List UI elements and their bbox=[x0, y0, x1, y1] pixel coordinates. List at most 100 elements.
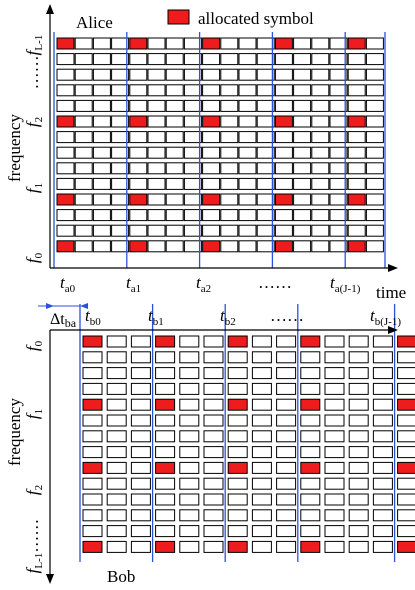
alice-frequency-label: f0 bbox=[23, 252, 45, 263]
empty-symbol-cell bbox=[165, 240, 184, 253]
empty-symbol-cell bbox=[92, 37, 111, 50]
empty-symbol-cell bbox=[130, 525, 151, 538]
empty-symbol-cell bbox=[324, 461, 345, 474]
empty-symbol-cell bbox=[147, 84, 166, 97]
empty-symbol-cell bbox=[203, 414, 224, 427]
empty-symbol-cell bbox=[311, 177, 330, 190]
empty-symbol-cell bbox=[293, 53, 312, 66]
empty-symbol-cell bbox=[179, 477, 200, 490]
bob-frequency-label: f1 bbox=[23, 409, 45, 419]
empty-symbol-cell bbox=[56, 68, 75, 81]
empty-symbol-cell bbox=[274, 224, 293, 237]
empty-symbol-cell bbox=[365, 115, 384, 128]
legend: allocated symbol bbox=[167, 9, 314, 28]
empty-symbol-cell bbox=[92, 68, 111, 81]
empty-symbol-cell bbox=[227, 509, 248, 522]
alice-panel: Alice frequency f0 f1 f2 ……fL-1 ta0 ta1 ta2 ……… bbox=[5, 4, 406, 302]
empty-symbol-cell bbox=[183, 84, 202, 97]
empty-symbol-cell bbox=[238, 162, 257, 175]
bob-grid bbox=[82, 335, 415, 553]
empty-symbol-cell bbox=[238, 146, 257, 159]
empty-symbol-cell bbox=[348, 367, 369, 380]
empty-symbol-cell bbox=[365, 224, 384, 237]
empty-symbol-cell bbox=[276, 446, 297, 459]
allocated-symbol-cell bbox=[155, 335, 176, 348]
empty-symbol-cell bbox=[397, 367, 415, 380]
empty-symbol-cell bbox=[251, 446, 272, 459]
empty-symbol-cell bbox=[111, 240, 130, 253]
empty-symbol-cell bbox=[347, 99, 366, 112]
empty-symbol-cell bbox=[251, 493, 272, 506]
alice-y-axis-arrow bbox=[46, 4, 54, 14]
empty-symbol-cell bbox=[165, 177, 184, 190]
empty-symbol-cell bbox=[92, 224, 111, 237]
empty-symbol-cell bbox=[165, 115, 184, 128]
empty-symbol-cell bbox=[183, 99, 202, 112]
empty-symbol-cell bbox=[56, 177, 75, 190]
empty-symbol-cell bbox=[106, 335, 127, 348]
empty-symbol-cell bbox=[183, 146, 202, 159]
empty-symbol-cell bbox=[311, 224, 330, 237]
empty-symbol-cell bbox=[329, 53, 348, 66]
empty-symbol-cell bbox=[82, 351, 103, 364]
empty-symbol-cell bbox=[155, 509, 176, 522]
empty-symbol-cell bbox=[203, 398, 224, 411]
empty-symbol-cell bbox=[372, 351, 393, 364]
empty-symbol-cell bbox=[347, 131, 366, 144]
empty-symbol-cell bbox=[329, 68, 348, 81]
empty-symbol-cell bbox=[274, 209, 293, 222]
empty-symbol-cell bbox=[372, 335, 393, 348]
empty-symbol-cell bbox=[74, 53, 93, 66]
empty-symbol-cell bbox=[111, 209, 130, 222]
allocated-symbol-cell bbox=[274, 240, 293, 253]
empty-symbol-cell bbox=[365, 68, 384, 81]
empty-symbol-cell bbox=[92, 193, 111, 206]
empty-symbol-cell bbox=[348, 461, 369, 474]
empty-symbol-cell bbox=[165, 193, 184, 206]
empty-symbol-cell bbox=[348, 493, 369, 506]
empty-symbol-cell bbox=[130, 477, 151, 490]
alice-frequency-label: ……fL-1 bbox=[23, 35, 45, 90]
empty-symbol-cell bbox=[106, 477, 127, 490]
empty-symbol-cell bbox=[347, 209, 366, 222]
allocated-symbol-cell bbox=[56, 37, 75, 50]
empty-symbol-cell bbox=[111, 99, 130, 112]
bob-name: Bob bbox=[107, 567, 135, 586]
empty-symbol-cell bbox=[111, 68, 130, 81]
empty-symbol-cell bbox=[74, 84, 93, 97]
allocated-symbol-cell bbox=[202, 240, 221, 253]
bob-frequency-label: f2 bbox=[23, 485, 45, 495]
empty-symbol-cell bbox=[293, 240, 312, 253]
empty-symbol-cell bbox=[111, 162, 130, 175]
empty-symbol-cell bbox=[203, 477, 224, 490]
empty-symbol-cell bbox=[311, 53, 330, 66]
alice-time-label: ta0 bbox=[60, 273, 76, 295]
allocated-symbol-cell bbox=[397, 461, 415, 474]
bob-frequency-labels: f0 f1 f2 fL-1…… bbox=[23, 340, 45, 573]
empty-symbol-cell bbox=[372, 477, 393, 490]
empty-symbol-cell bbox=[165, 37, 184, 50]
empty-symbol-cell bbox=[129, 99, 148, 112]
empty-symbol-cell bbox=[274, 84, 293, 97]
empty-symbol-cell bbox=[130, 461, 151, 474]
empty-symbol-cell bbox=[256, 162, 275, 175]
empty-symbol-cell bbox=[348, 540, 369, 553]
empty-symbol-cell bbox=[56, 131, 75, 144]
empty-symbol-cell bbox=[256, 37, 275, 50]
empty-symbol-cell bbox=[324, 382, 345, 395]
empty-symbol-cell bbox=[227, 493, 248, 506]
empty-symbol-cell bbox=[202, 131, 221, 144]
empty-symbol-cell bbox=[202, 53, 221, 66]
empty-symbol-cell bbox=[329, 224, 348, 237]
empty-symbol-cell bbox=[397, 382, 415, 395]
empty-symbol-cell bbox=[155, 351, 176, 364]
empty-symbol-cell bbox=[397, 509, 415, 522]
empty-symbol-cell bbox=[155, 525, 176, 538]
empty-symbol-cell bbox=[324, 351, 345, 364]
empty-symbol-cell bbox=[238, 68, 257, 81]
empty-symbol-cell bbox=[251, 461, 272, 474]
empty-symbol-cell bbox=[311, 84, 330, 97]
empty-symbol-cell bbox=[106, 493, 127, 506]
legend-swatch bbox=[167, 9, 190, 25]
empty-symbol-cell bbox=[329, 84, 348, 97]
